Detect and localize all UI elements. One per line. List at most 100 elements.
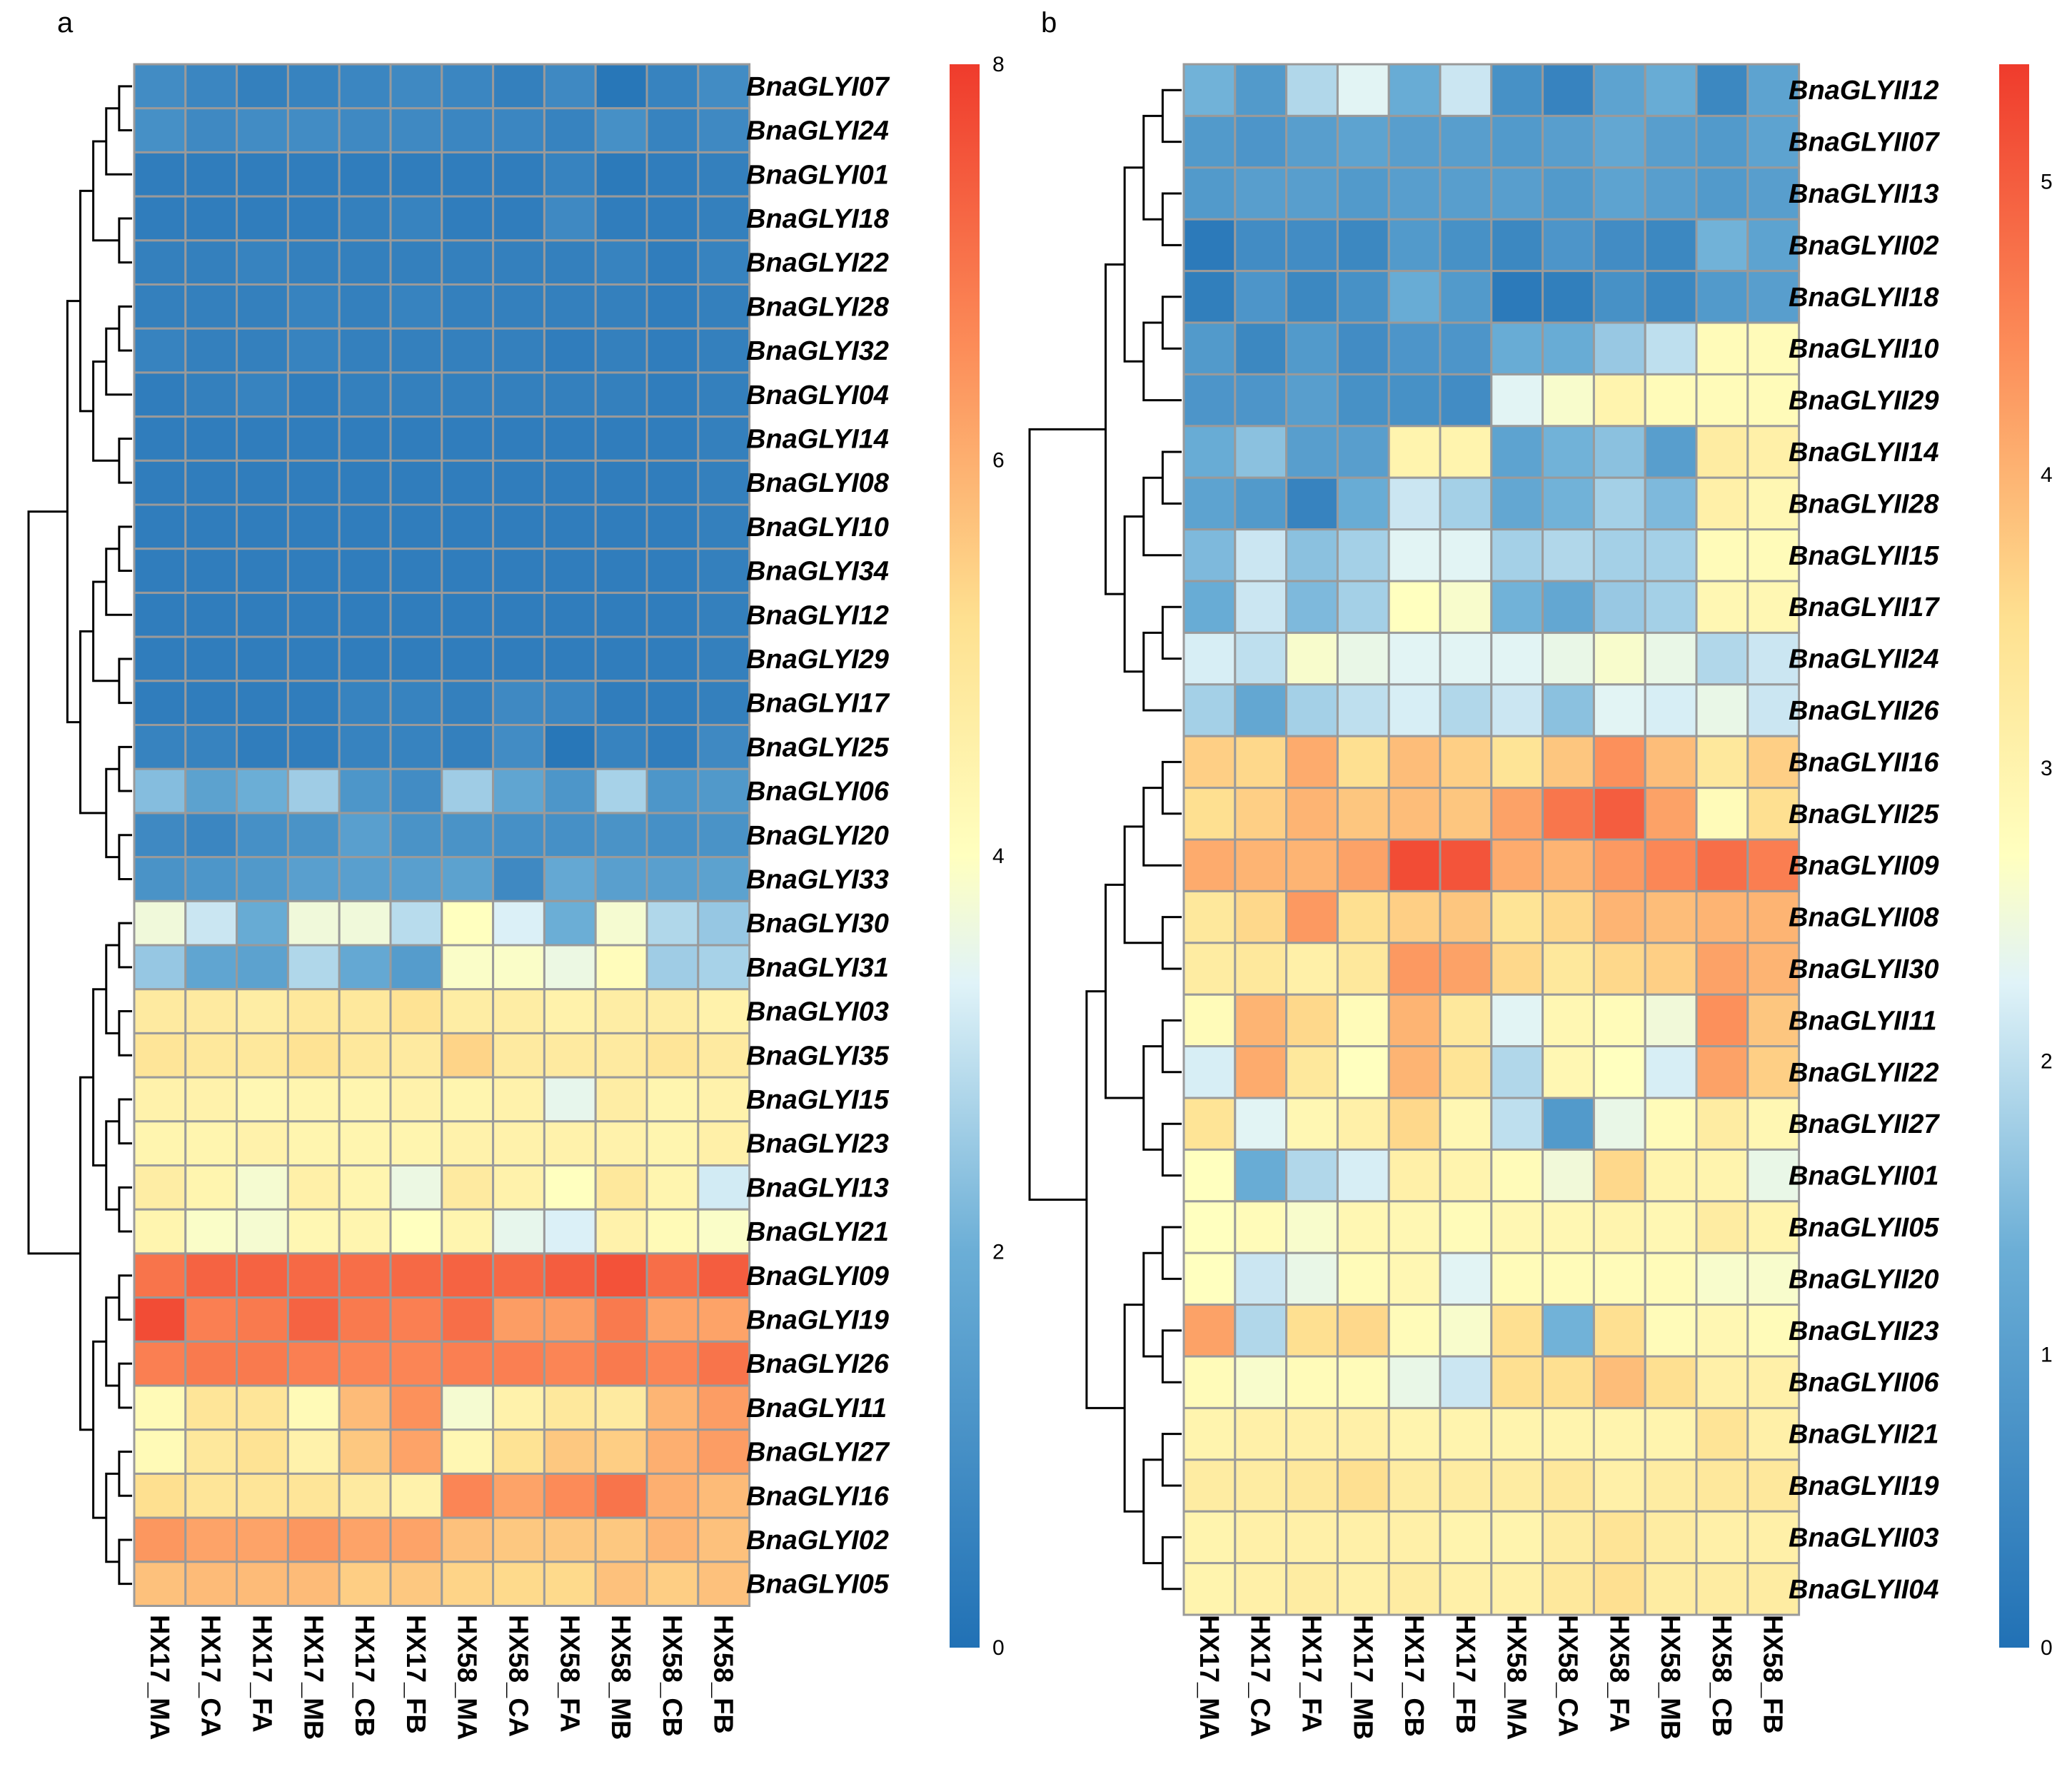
heatmap-cell [338, 635, 392, 682]
heatmap-cell [1234, 218, 1288, 273]
heatmap-cell [441, 591, 495, 638]
heatmap-cell [1746, 321, 1801, 376]
heatmap-cell [645, 503, 700, 550]
heatmap-cell [133, 812, 187, 859]
heatmap-cell [441, 283, 495, 330]
row-label: BnaGLYI03 [746, 997, 889, 1027]
heatmap-cell [1182, 1406, 1237, 1461]
heatmap-cell [543, 1340, 597, 1387]
heatmap-cell [286, 239, 341, 286]
heatmap-cell [492, 1428, 545, 1475]
heatmap-cell [389, 988, 443, 1034]
row-label: BnaGLYII20 [1789, 1264, 1938, 1294]
heatmap-cell [133, 1032, 187, 1079]
heatmap-cell [1592, 1251, 1646, 1306]
heatmap-cell [1490, 942, 1544, 996]
heatmap-cell [1644, 1510, 1698, 1565]
heatmap-cell [1182, 166, 1237, 221]
heatmap-cell [338, 1120, 392, 1167]
heatmap-cell [1182, 63, 1237, 117]
dendrogram-link [1142, 631, 1182, 712]
heatmap-cell [1592, 942, 1646, 996]
heatmap-cell [286, 503, 341, 550]
heatmap-cell [1695, 425, 1749, 479]
heatmap-cell [1490, 1355, 1544, 1409]
heatmap-cell [441, 1032, 495, 1079]
heatmap-cell [441, 1296, 495, 1343]
dendrogram-link [79, 1076, 94, 1431]
row-label: BnaGLYII03 [1789, 1523, 1938, 1553]
column-label: HX17_CB [1399, 1615, 1429, 1737]
heatmap-cell [1439, 1148, 1493, 1203]
dendrogram-link [92, 140, 119, 242]
column-label: HX17_FA [1297, 1615, 1327, 1733]
heatmap-cell [543, 1164, 597, 1211]
heatmap-cell [389, 1561, 443, 1608]
heatmap-cell [286, 63, 341, 110]
heatmap-cell [1336, 631, 1390, 686]
heatmap-cell [1644, 1251, 1698, 1306]
heatmap-cell [1285, 373, 1339, 428]
heatmap-cell [236, 1164, 289, 1211]
heatmap-cell [1542, 1562, 1595, 1616]
colorbar-tick-label: 0 [992, 1636, 1005, 1660]
heatmap-cell [133, 1516, 187, 1563]
heatmap-cell [1234, 373, 1288, 428]
heatmap-cell [389, 239, 443, 286]
heatmap-cell [1234, 270, 1288, 324]
dendrogram-link [1161, 450, 1182, 505]
heatmap-cell [1695, 838, 1749, 892]
heatmap-cell [1182, 580, 1237, 634]
heatmap-cell [1644, 114, 1698, 169]
heatmap-cell [1182, 373, 1237, 428]
dendrogram-link [105, 1472, 119, 1563]
heatmap-cell [338, 1296, 392, 1343]
heatmap-cell [645, 1472, 700, 1519]
heatmap-cell [1490, 993, 1544, 1048]
heatmap-cell [594, 459, 648, 506]
heatmap-cell [697, 107, 751, 153]
heatmap-cell [338, 371, 392, 418]
heatmap-cell [594, 591, 648, 638]
dendrogram-link [105, 1296, 119, 1387]
heatmap-cell [1644, 373, 1698, 428]
heatmap-cell [1592, 476, 1646, 531]
heatmap-cell [697, 724, 751, 770]
heatmap-cell [1182, 1355, 1237, 1409]
heatmap-cell [184, 415, 238, 462]
heatmap-cell [1490, 1251, 1544, 1306]
dendrogram-link [92, 580, 119, 682]
heatmap-cell [1182, 1097, 1237, 1151]
heatmap-cell [1695, 1355, 1749, 1409]
heatmap-cell [184, 1340, 238, 1387]
heatmap-cell [492, 327, 545, 374]
dendrogram-link [1161, 916, 1182, 970]
heatmap-cell [697, 1561, 751, 1608]
heatmap-cell [543, 1516, 597, 1563]
heatmap-cell [133, 1472, 187, 1519]
heatmap-cell [133, 944, 187, 991]
heatmap-cell [1182, 425, 1237, 479]
heatmap-cell [1285, 683, 1339, 737]
heatmap-cell [492, 459, 545, 506]
heatmap-cell [1285, 890, 1339, 944]
heatmap-cell [1336, 1458, 1390, 1513]
heatmap-cell [338, 1561, 392, 1608]
heatmap-cell [184, 988, 238, 1034]
heatmap-cell [645, 1516, 700, 1563]
heatmap-cell [184, 239, 238, 286]
dendrogram-link [1161, 605, 1182, 660]
heatmap-cell [1592, 1458, 1646, 1513]
heatmap-cell [441, 1472, 495, 1519]
heatmap-cell [1285, 166, 1339, 221]
row-label: BnaGLYI05 [746, 1570, 890, 1600]
row-label: BnaGLYII14 [1789, 438, 1938, 468]
heatmap-cell [1234, 63, 1288, 117]
heatmap-cell [543, 1384, 597, 1431]
heatmap-cell [1439, 787, 1493, 841]
heatmap-cell [1439, 838, 1493, 892]
heatmap-cell [645, 459, 700, 506]
heatmap-cell [1644, 993, 1698, 1048]
heatmap-cell [389, 283, 443, 330]
heatmap-cell [133, 591, 187, 638]
